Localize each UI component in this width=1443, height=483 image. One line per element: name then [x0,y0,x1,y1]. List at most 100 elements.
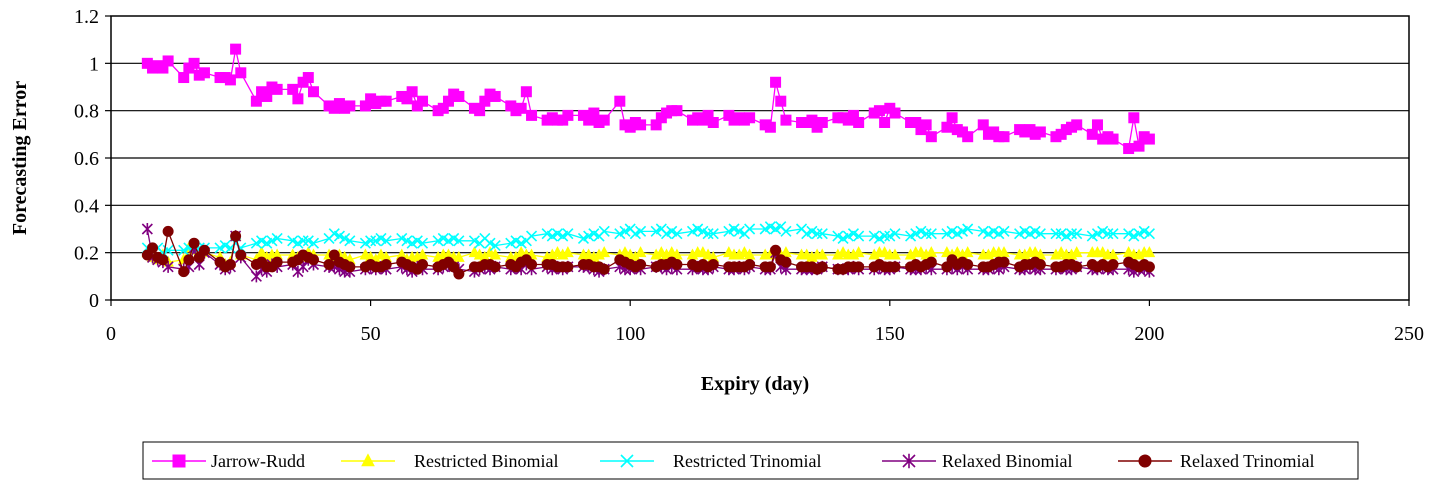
data-point-relaxed-trinomial [527,260,537,270]
data-point-relaxed-trinomial [225,260,235,270]
data-point-jarrow-rudd [225,75,235,85]
data-point-jarrow-rudd [599,115,609,125]
data-point-jarrow-rudd [303,73,313,83]
y-tick-label: 1 [89,53,99,75]
data-point-jarrow-rudd [615,96,625,106]
data-point-relaxed-trinomial [189,238,199,248]
data-point-jarrow-rudd [942,122,952,132]
data-point-jarrow-rudd [1108,134,1118,144]
x-tick-label: 150 [875,323,905,345]
data-point-jarrow-rudd [745,113,755,123]
data-point-relaxed-trinomial [1144,262,1154,272]
y-axis-title: Forecasting Error [9,81,31,235]
data-point-relaxed-trinomial [231,231,241,241]
data-point-jarrow-rudd [381,96,391,106]
data-point-relaxed-binomial [142,223,152,235]
data-point-relaxed-trinomial [890,262,900,272]
data-point-jarrow-rudd [963,132,973,142]
legend: Jarrow-Rudd Restricted Binomial Restricted… [143,442,1358,479]
data-point-jarrow-rudd [708,118,718,128]
data-point-jarrow-rudd [781,115,791,125]
data-point-relaxed-binomial [251,270,261,282]
data-point-jarrow-rudd [454,91,464,101]
data-point-relaxed-trinomial [926,257,936,267]
data-point-relaxed-trinomial [148,243,158,253]
data-point-jarrow-rudd [672,106,682,116]
data-point-relaxed-trinomial [636,260,646,270]
data-point-jarrow-rudd [1134,141,1144,151]
data-point-jarrow-rudd [475,106,485,116]
data-point-jarrow-rudd [874,106,884,116]
x-tick-label: 50 [361,323,381,345]
data-point-relaxed-trinomial [418,260,428,270]
data-point-relaxed-trinomial [236,250,246,260]
y-tick-label: 0.2 [74,243,99,265]
axes: 0 0.2 0.4 0.6 0.8 1 1.2 0 50 100 150 200 250 [74,6,1424,345]
data-point-jarrow-rudd [262,91,272,101]
data-point-jarrow-rudd [407,87,417,97]
x-tick-label: 100 [615,323,645,345]
data-point-jarrow-rudd [163,56,173,66]
y-tick-label: 0.4 [74,195,99,217]
data-point-relaxed-trinomial [381,260,391,270]
data-point-jarrow-rudd [490,91,500,101]
data-point-jarrow-rudd [890,108,900,118]
data-point-relaxed-trinomial [1108,260,1118,270]
data-point-relaxed-trinomial [745,260,755,270]
y-tick-label: 0 [89,290,99,312]
data-point-jarrow-rudd [1124,144,1134,154]
data-point-relaxed-trinomial [563,262,573,272]
data-point-jarrow-rudd [771,77,781,87]
data-point-relaxed-trinomial [771,245,781,255]
legend-label: Restricted Binomial [414,451,558,471]
data-point-relaxed-trinomial [199,245,209,255]
legend-label: Jarrow-Rudd [211,451,305,471]
y-tick-label: 1.2 [74,6,99,28]
data-point-jarrow-rudd [854,118,864,128]
data-point-jarrow-rudd [1072,120,1082,130]
data-point-jarrow-rudd [1035,127,1045,137]
data-point-jarrow-rudd [563,110,573,120]
data-point-jarrow-rudd [776,96,786,106]
data-point-jarrow-rudd [926,132,936,142]
data-point-relaxed-trinomial [308,255,318,265]
data-point-relaxed-trinomial [854,262,864,272]
data-point-relaxed-trinomial [324,260,334,270]
data-point-jarrow-rudd [636,120,646,130]
data-point-jarrow-rudd [978,120,988,130]
data-point-jarrow-rudd [199,68,209,78]
data-point-jarrow-rudd [345,101,355,111]
data-point-relaxed-trinomial [490,262,500,272]
data-point-jarrow-rudd [308,87,318,97]
data-point-relaxed-trinomial [765,262,775,272]
data-point-relaxed-trinomial [1035,260,1045,270]
y-tick-label: 0.8 [74,101,99,123]
data-point-relaxed-trinomial [272,257,282,267]
legend-marker-jarrow-rudd [173,455,185,467]
data-point-relaxed-trinomial [454,269,464,279]
data-point-jarrow-rudd [189,58,199,68]
data-point-jarrow-rudd [817,118,827,128]
data-point-relaxed-trinomial [999,257,1009,267]
data-point-jarrow-rudd [880,118,890,128]
data-point-relaxed-trinomial [781,257,791,267]
series-jarrow-rudd [142,44,1154,153]
legend-marker-relaxed-trinomial [1139,455,1151,467]
data-point-jarrow-rudd [236,68,246,78]
data-point-jarrow-rudd [179,73,189,83]
data-point-relaxed-trinomial [184,255,194,265]
data-point-jarrow-rudd [1092,120,1102,130]
data-point-jarrow-rudd [272,84,282,94]
data-point-relaxed-trinomial [158,255,168,265]
x-tick-label: 0 [106,323,116,345]
data-point-jarrow-rudd [999,132,1009,142]
data-point-relaxed-trinomial [179,267,189,277]
data-point-jarrow-rudd [251,96,261,106]
legend-label: Relaxed Binomial [942,451,1072,471]
data-point-jarrow-rudd [947,113,957,123]
x-tick-label: 250 [1394,323,1424,345]
data-point-relaxed-trinomial [817,262,827,272]
data-point-relaxed-trinomial [708,260,718,270]
data-point-jarrow-rudd [293,94,303,104]
